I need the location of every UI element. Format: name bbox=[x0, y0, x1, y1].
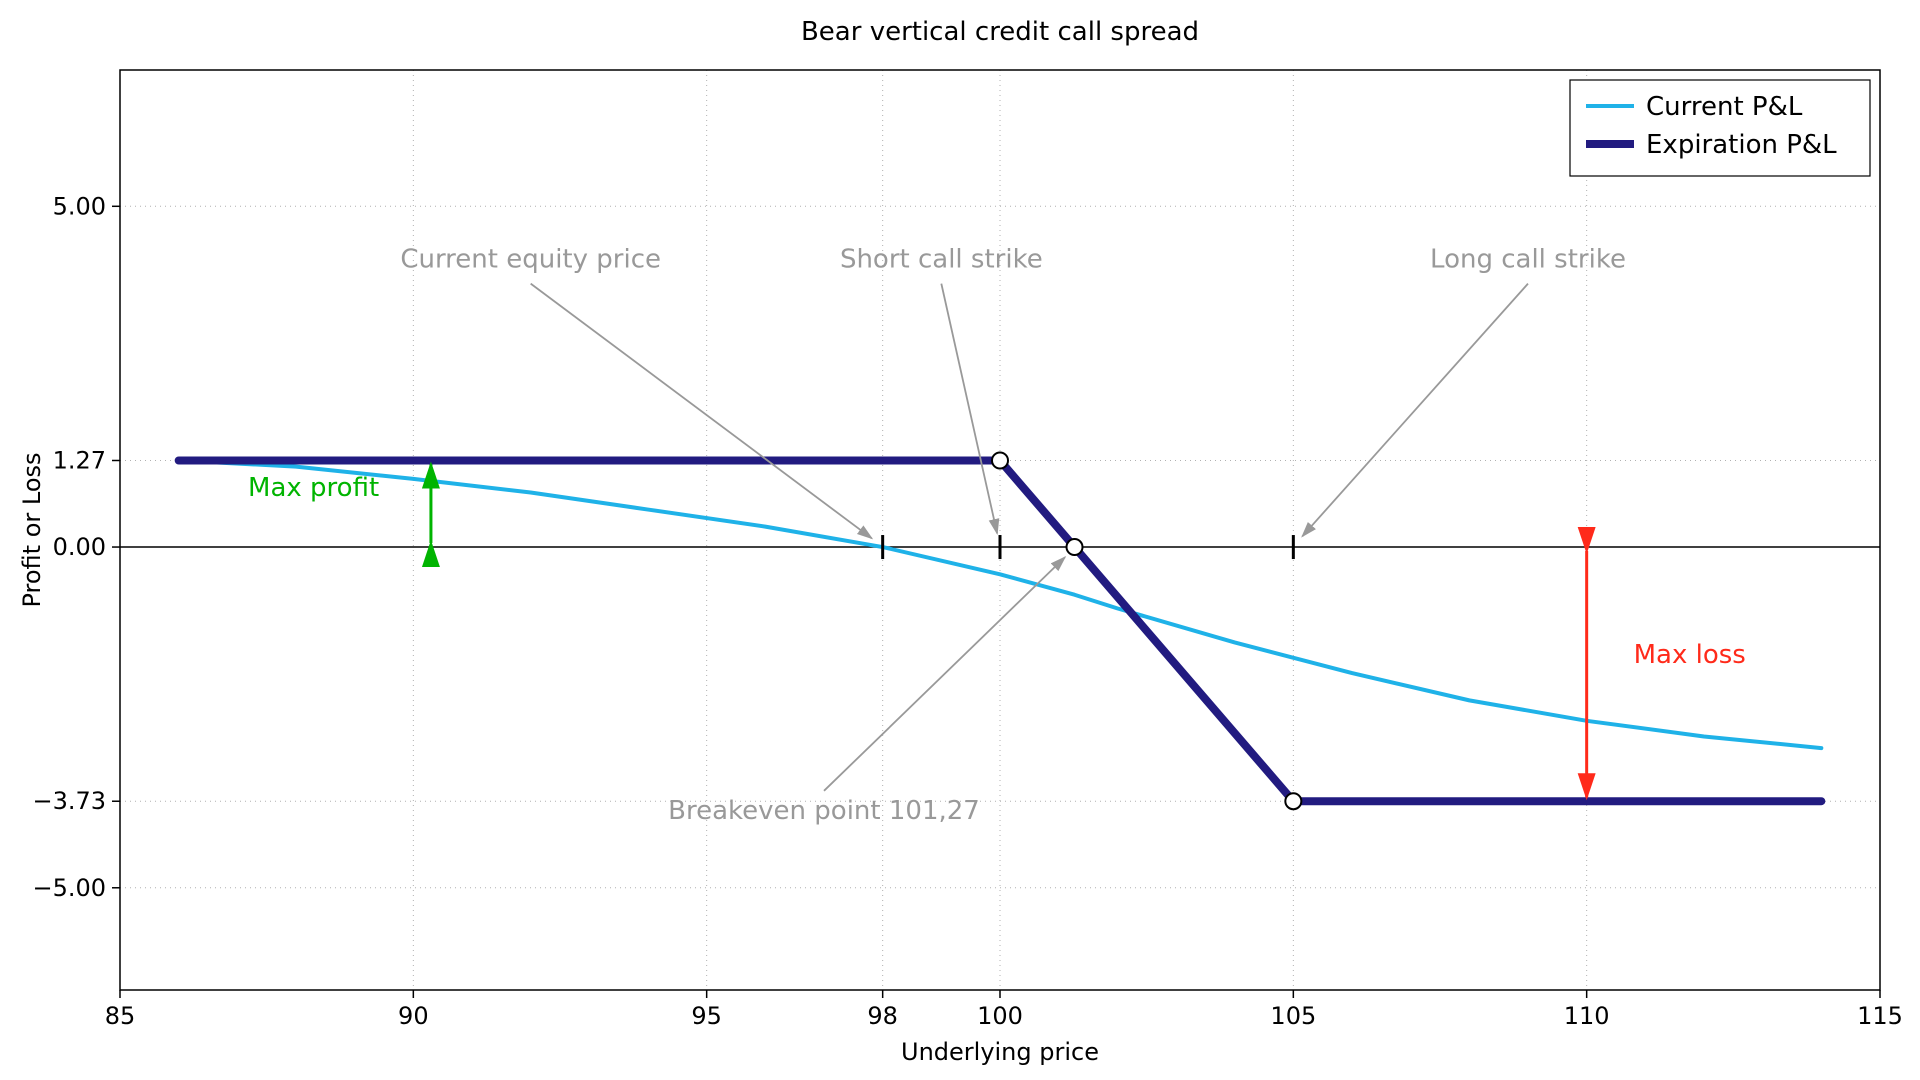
chart-title: Bear vertical credit call spread bbox=[801, 17, 1199, 47]
chart-container: 85 90 95 98 100 105 110 115 −5.00 −3.73 0.00 1.27 5.… bbox=[0, 0, 1920, 1080]
short-call-annot-label: Short call strike bbox=[840, 245, 1043, 275]
y-tick-label: 5.00 bbox=[53, 192, 106, 220]
y-axis-label: Profit or Loss bbox=[18, 452, 46, 607]
pnl-chart: 85 90 95 98 100 105 110 115 −5.00 −3.73 0.00 1.27 5.… bbox=[0, 0, 1920, 1080]
x-axis-label: Underlying price bbox=[901, 1038, 1099, 1066]
legend-label: Current P&L bbox=[1646, 92, 1803, 122]
x-tick-label: 100 bbox=[977, 1002, 1023, 1030]
x-tick-label: 105 bbox=[1270, 1002, 1316, 1030]
current-equity-annot-label: Current equity price bbox=[400, 245, 661, 275]
y-tick-label: −3.73 bbox=[32, 787, 106, 815]
max-profit-label: Max profit bbox=[248, 473, 379, 503]
max-loss-label: Max loss bbox=[1634, 640, 1746, 670]
marker-point bbox=[992, 452, 1008, 468]
marker-point bbox=[1067, 539, 1083, 555]
x-tick-label: 85 bbox=[105, 1002, 136, 1030]
x-tick-label: 95 bbox=[691, 1002, 722, 1030]
x-tick-label: 98 bbox=[867, 1002, 898, 1030]
y-tick-label: −5.00 bbox=[32, 874, 106, 902]
x-tick-label: 90 bbox=[398, 1002, 429, 1030]
marker-point bbox=[1285, 793, 1301, 809]
y-tick-label: 1.27 bbox=[53, 446, 106, 474]
x-tick-label: 110 bbox=[1564, 1002, 1610, 1030]
breakeven-annot-label: Breakeven point 101,27 bbox=[668, 796, 980, 826]
long-call-annot-label: Long call strike bbox=[1430, 245, 1626, 275]
legend-label: Expiration P&L bbox=[1646, 130, 1837, 160]
y-tick-label: 0.00 bbox=[53, 533, 106, 561]
x-tick-label: 115 bbox=[1857, 1002, 1903, 1030]
